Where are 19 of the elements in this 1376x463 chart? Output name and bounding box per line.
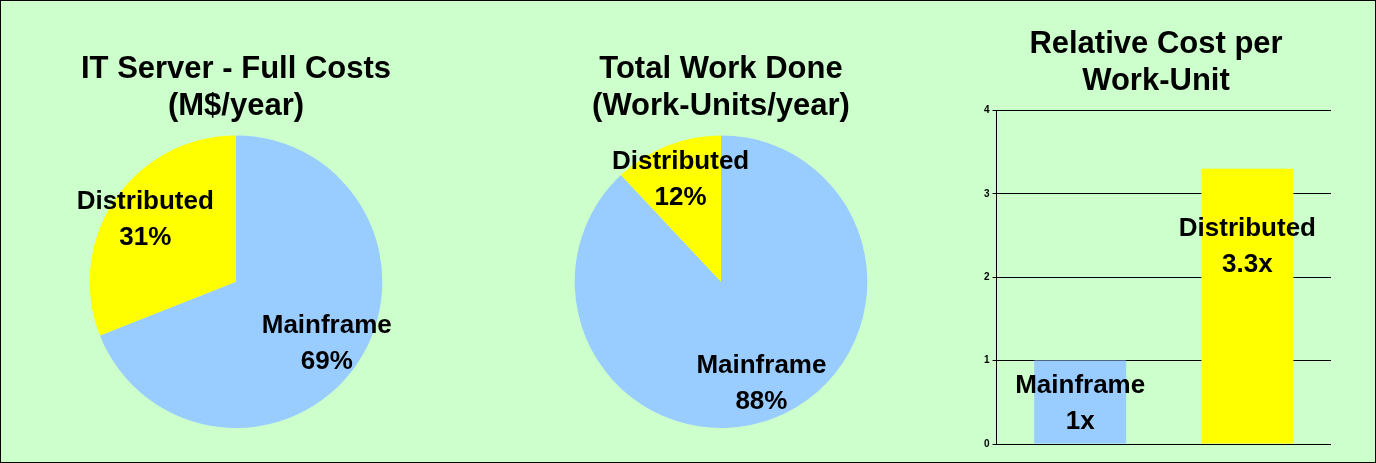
data-label: 88% (735, 384, 788, 415)
data-label: 12% (654, 180, 707, 211)
y-tick-label: 3 (984, 187, 990, 199)
data-label: 69% (300, 344, 353, 375)
text: (M$/year) (167, 87, 305, 123)
slice-label: Mainframe (696, 348, 827, 379)
y-tick-label: 2 (984, 270, 990, 282)
text: Total Work Done (599, 50, 843, 86)
data-label: 1x (1065, 404, 1096, 435)
text: (Work-Units/year) (592, 87, 850, 123)
data-label: 31% (119, 221, 172, 252)
text: IT Server - Full Costs (80, 50, 392, 86)
text: Work-Unit (1082, 62, 1230, 98)
y-tick-label: 4 (984, 104, 990, 116)
data-label: 3.3x (1222, 247, 1274, 278)
text: Relative Cost per (1029, 25, 1283, 61)
y-tick-label: 0 (984, 437, 990, 449)
y-tick-label: 1 (984, 354, 990, 366)
slice-label: Mainframe (261, 308, 392, 339)
